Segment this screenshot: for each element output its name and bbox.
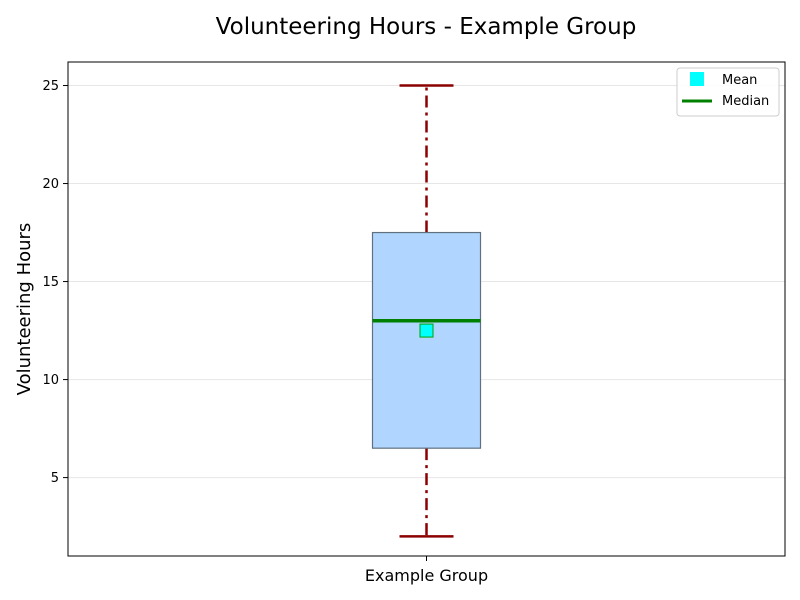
x-axis-ticks: Example Group [365, 556, 488, 585]
legend: Mean Median [676, 67, 780, 117]
y-tick-label: 20 [42, 177, 59, 192]
legend-mean-label: Mean [722, 73, 757, 88]
y-axis-ticks: 5 10 15 20 25 [42, 79, 68, 486]
y-tick-label: 15 [42, 275, 59, 290]
chart-title: Volunteering Hours - Example Group [216, 14, 637, 40]
legend-mean-marker [690, 72, 704, 86]
mean-marker [419, 323, 434, 338]
y-tick-label: 25 [42, 79, 59, 94]
plot-area [371, 84, 482, 538]
legend-median-label: Median [722, 94, 769, 109]
y-tick-label: 5 [51, 471, 59, 486]
x-tick-label: Example Group [365, 566, 488, 585]
y-axis-label: Volunteering Hours [14, 223, 35, 396]
plot-frame [67, 61, 786, 557]
iqr-box [371, 231, 482, 449]
y-tick-label: 10 [42, 373, 59, 388]
